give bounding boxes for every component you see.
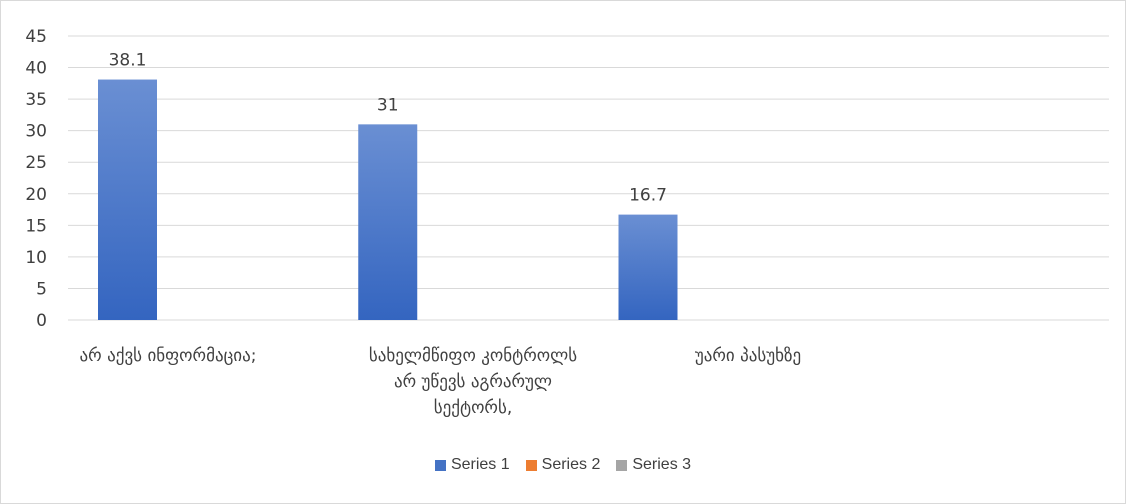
y-tick-label: 0	[36, 311, 47, 331]
category-label-2: სახელმწიფო კონტროლს არ უწევს აგრარულ სექ…	[368, 346, 578, 418]
y-tick-label: 10	[25, 248, 47, 268]
y-tick-label: 25	[25, 153, 47, 173]
plot-area: 0 5 10 15 20 25 30 35 40 45 38.1 31 16.7	[25, 27, 1109, 331]
bar-series-1-1	[98, 79, 157, 321]
legend-item-series-1: Series 1	[434, 456, 510, 474]
data-label-1: 38.1	[109, 51, 147, 71]
y-tick-label: 5	[36, 279, 47, 299]
legend-label-series-3: Series 3	[632, 456, 692, 473]
legend-swatch-series-1	[434, 459, 446, 471]
legend-item-series-2: Series 2	[525, 456, 601, 474]
legend-label-series-1: Series 1	[450, 456, 510, 473]
y-tick-label: 35	[25, 90, 47, 110]
y-tick-label: 45	[25, 27, 47, 47]
y-tick-label: 20	[25, 185, 47, 205]
legend-swatch-series-3	[616, 459, 628, 471]
legend-item-series-3: Series 3	[616, 456, 691, 474]
y-tick-label: 40	[25, 59, 47, 79]
y-tick-label: 15	[25, 216, 47, 236]
legend-swatch-series-2	[525, 459, 537, 471]
legend: Series 1 Series 2 Series 3	[1, 456, 1125, 474]
category-label-3: უარი პასუხზე	[694, 346, 802, 366]
y-tick-label: 30	[25, 122, 47, 142]
data-label-3: 16.7	[629, 186, 667, 206]
legend-label-series-2: Series 2	[541, 456, 601, 473]
category-label-1: არ აქვს ინფორმაცია;	[79, 346, 257, 366]
bar-series-1-2	[358, 124, 418, 320]
data-label-2: 31	[377, 95, 399, 115]
bar-series-1-3	[618, 214, 678, 320]
